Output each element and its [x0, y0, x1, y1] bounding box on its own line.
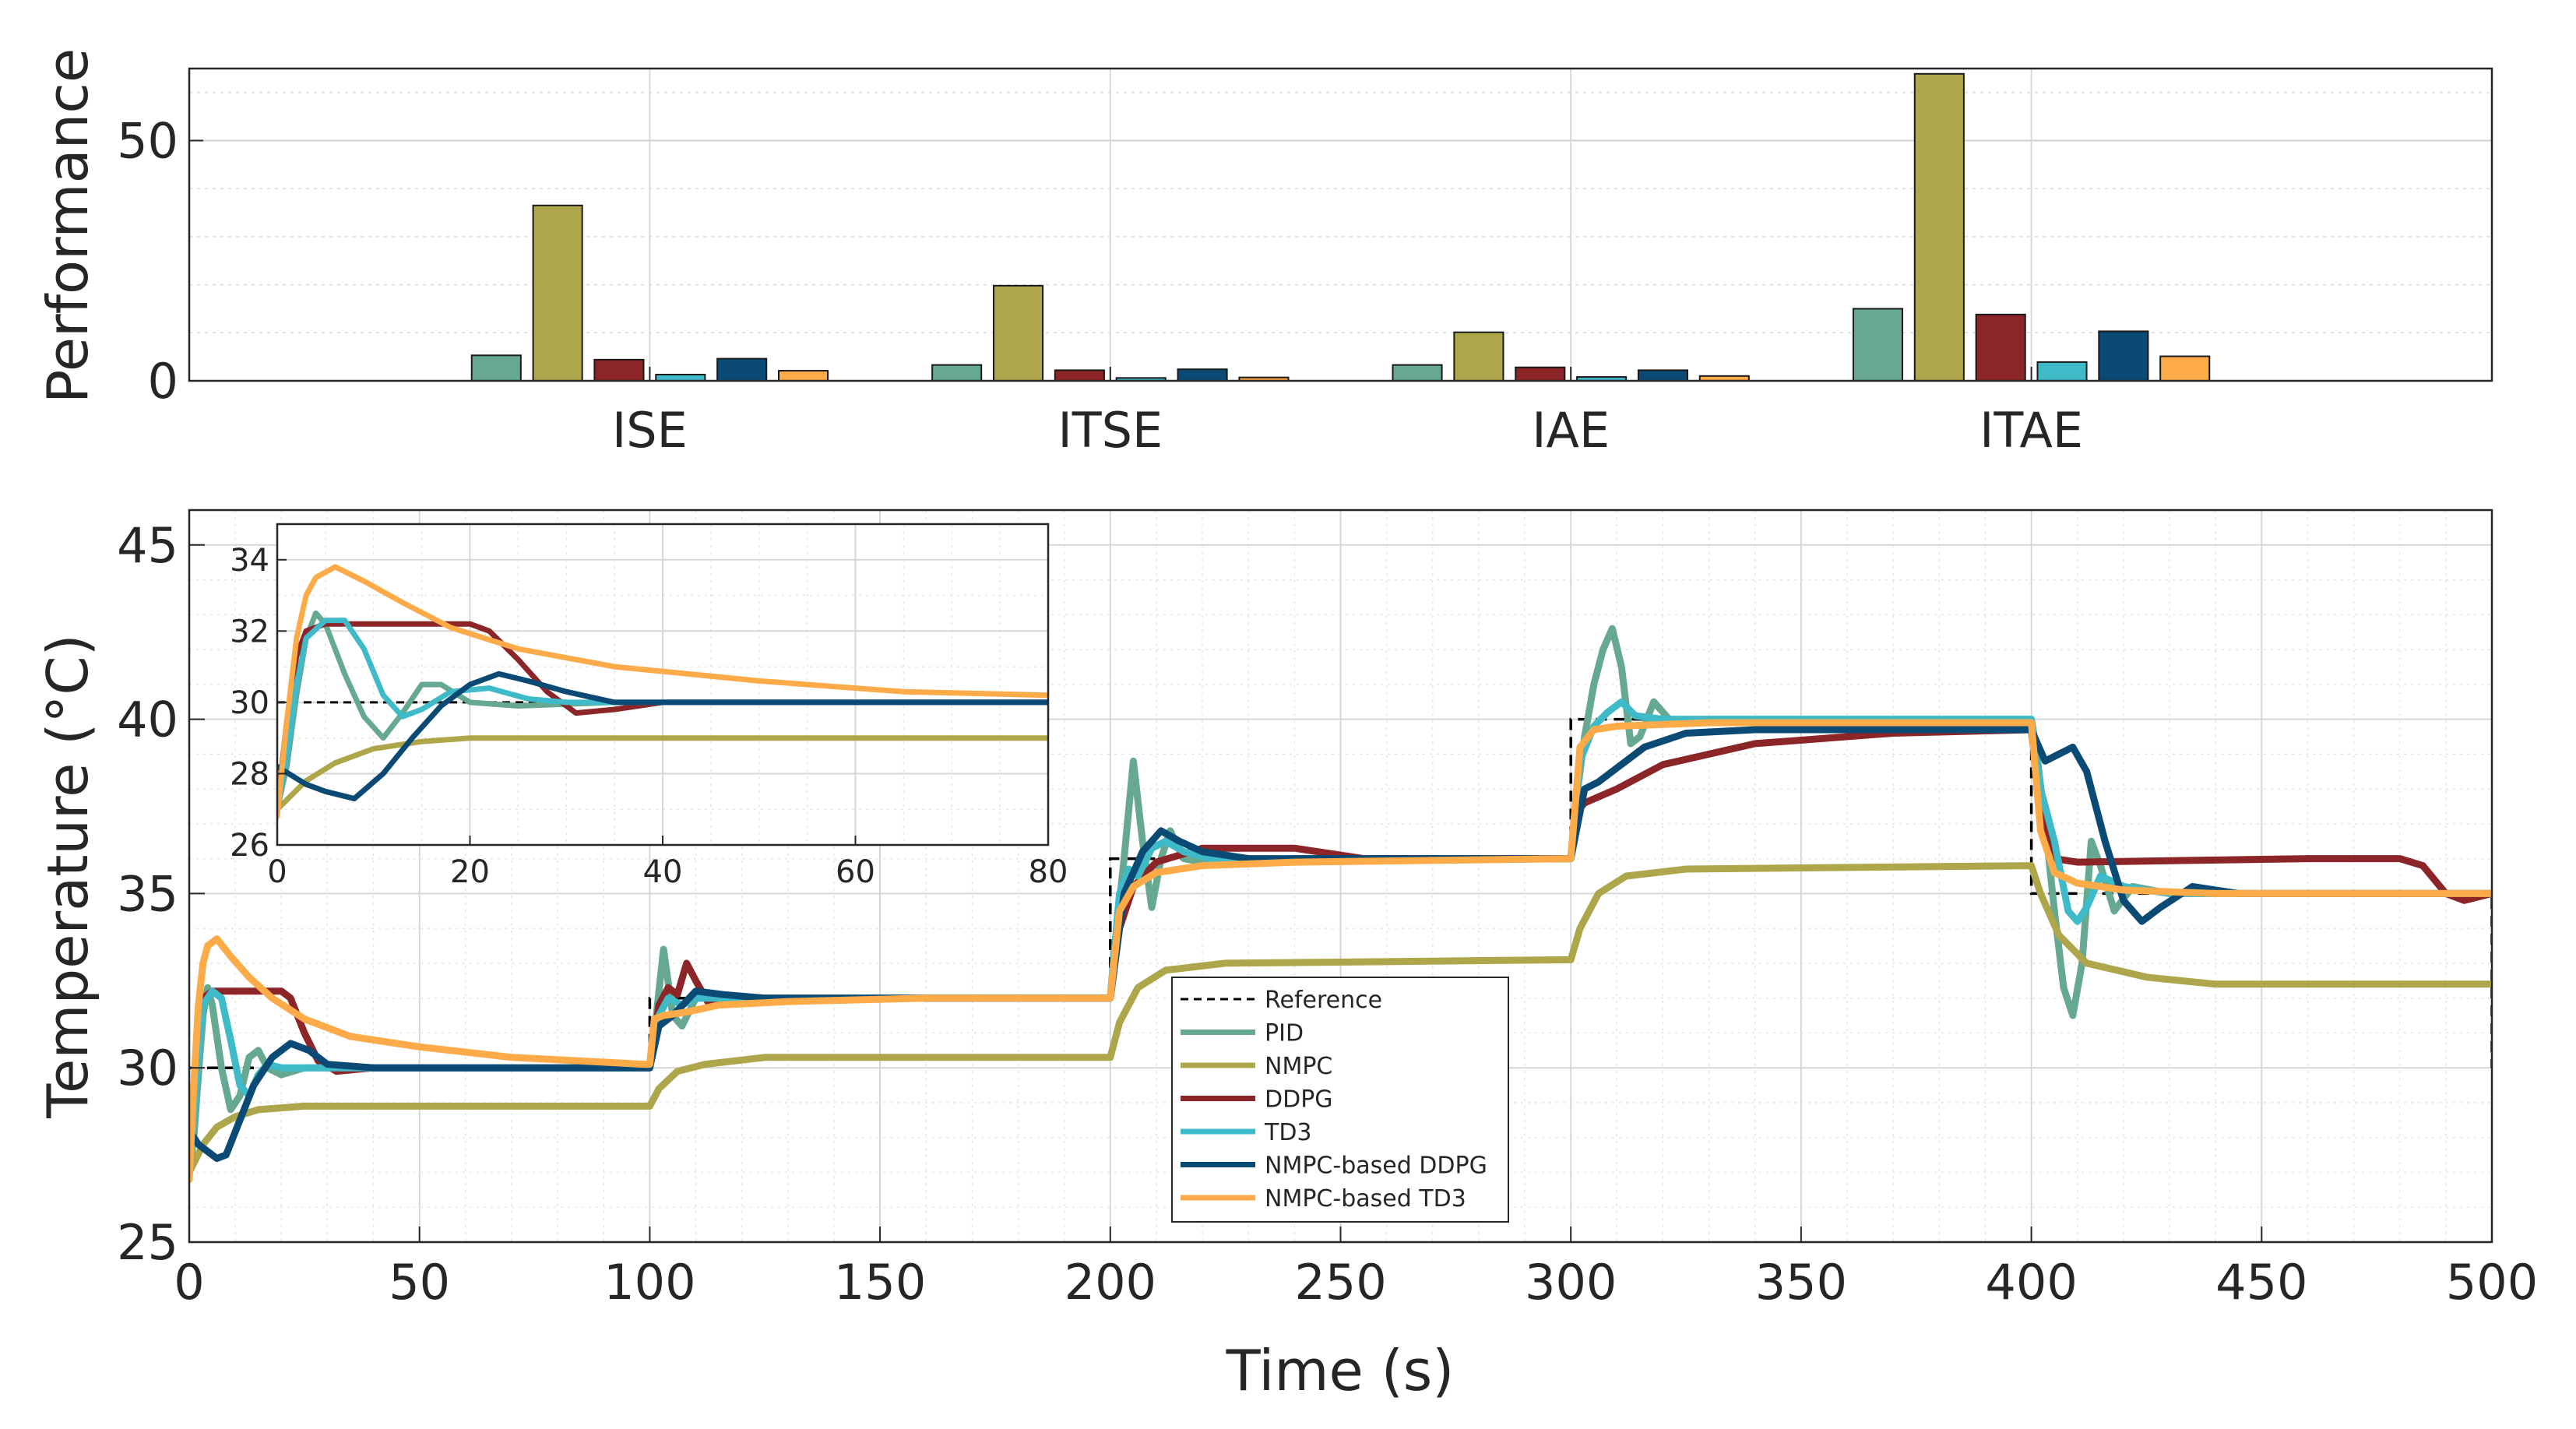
- bar-pid-itse: [931, 364, 983, 382]
- main-x-tick-label: 200: [1065, 1254, 1156, 1311]
- bar-nmpc-based-ddpg-iae: [1637, 369, 1689, 382]
- inset-x-ticks: 0 20 40 60 80: [267, 836, 1068, 890]
- main-series-td3: [189, 698, 2492, 1176]
- bar-nmpc-based-ddpg-itse: [1177, 368, 1228, 382]
- bar-marks: [470, 72, 2211, 382]
- bar-td3-itae: [2036, 361, 2088, 382]
- main-series-nmpc-based-ddpg: [189, 726, 2492, 1163]
- bar-nmpc-based-ddpg-itae: [2098, 330, 2149, 382]
- main-series-nmpc: [189, 862, 2492, 1176]
- inset-series-group: [277, 564, 1048, 819]
- bar-nmpc-ise: [532, 204, 583, 382]
- inset-series-nmpc: [277, 735, 1048, 812]
- bar-pid-iae: [1392, 364, 1443, 382]
- main-x-tick-label: 400: [1985, 1254, 2077, 1311]
- main-x-tick-label: 500: [2446, 1254, 2538, 1311]
- main-y-tick-label: 35: [117, 865, 178, 922]
- bar-axes-box: [188, 67, 2493, 382]
- bar-nmpc-iae: [1453, 331, 1504, 382]
- inset-x-tick-label: 0: [267, 854, 287, 890]
- inset-series-nmpc-based-td3: [277, 564, 1048, 819]
- inset-y-tick-label: 28: [230, 756, 269, 792]
- main-y-tick-label: 45: [117, 517, 178, 574]
- main-x-tick-label: 100: [604, 1254, 695, 1311]
- legend-label-nmpc-based-td3: NMPC-based TD3: [1265, 1185, 1466, 1213]
- inset-series-nmpc-based-ddpg: [277, 671, 1048, 801]
- bar-y-ticks: 0 50: [117, 113, 203, 410]
- inset-y-tick-label: 32: [230, 614, 269, 649]
- bar-pid-ise: [470, 354, 522, 382]
- line-y-axis-label: Temperature (°C): [35, 634, 100, 1118]
- bar-category-label-itse: ITSE: [1057, 402, 1163, 459]
- inset-x-tick-label: 40: [643, 854, 683, 890]
- main-series-reference: [189, 717, 2492, 1069]
- main-x-tick-label: 350: [1755, 1254, 1847, 1311]
- bar-pid-itae: [1852, 308, 1904, 382]
- main-x-tick-label: 250: [1294, 1254, 1386, 1311]
- bar-category-labels: ISE ITSE IAE ITAE: [612, 367, 2083, 459]
- inset-x-tick-label: 20: [450, 854, 490, 890]
- bar-nmpc-itae: [1913, 72, 1965, 382]
- main-x-tick-label: 300: [1525, 1254, 1617, 1311]
- bar-nmpc-based-td3-ise: [777, 370, 829, 382]
- bar-y-axis-label: Performance: [35, 48, 100, 403]
- bar-y-tick-label: 50: [117, 113, 178, 170]
- line-series-group: [189, 625, 2492, 1183]
- inset-x-tick-label: 60: [836, 854, 875, 890]
- inset-x-tick-label: 80: [1029, 854, 1068, 890]
- bar-nmpc-based-td3-itae: [2159, 355, 2211, 382]
- bar-y-tick-label: 0: [148, 353, 178, 410]
- line-x-ticks: 0 50 100 150 200 250 300 350 400 450 500: [174, 1227, 2538, 1311]
- temperature-line-chart: 0 50 100 150 200 250 300 350 400 450 500 253035404…: [35, 509, 2538, 1403]
- legend-label-td3: TD3: [1264, 1119, 1312, 1146]
- inset-y-tick-label: 30: [230, 685, 269, 721]
- legend: Reference PID NMPC DDPG TD3 NMPC-based DDPG NM…: [1171, 977, 1509, 1223]
- bar-ddpg-ise: [593, 358, 645, 382]
- main-x-tick-label: 0: [174, 1254, 204, 1311]
- main-series-ddpg: [189, 726, 2492, 1176]
- line-y-ticks: 25 30 35 40 45: [117, 517, 205, 1271]
- bar-nmpc-itse: [992, 284, 1044, 382]
- inset-y-tick-label: 34: [230, 543, 269, 579]
- inset-zoom-chart: 0 20 40 60 80 26 28 30 32 34: [230, 523, 1068, 890]
- legend-label-nmpc-based-ddpg: NMPC-based DDPG: [1265, 1153, 1487, 1180]
- main-series-nmpc-based-td3: [189, 719, 2492, 1183]
- main-x-tick-label: 50: [389, 1254, 450, 1311]
- main-y-tick-label: 40: [117, 692, 178, 748]
- main-series-pid: [189, 625, 2492, 1176]
- bar-category-label-iae: IAE: [1532, 402, 1610, 459]
- bar-category-label-ise: ISE: [612, 402, 688, 459]
- bar-nmpc-based-ddpg-ise: [716, 357, 768, 382]
- legend-label-reference: Reference: [1265, 987, 1382, 1014]
- legend-items: Reference PID NMPC DDPG TD3 NMPC-based DDPG NM…: [1181, 987, 1487, 1213]
- main-x-tick-label: 150: [834, 1254, 926, 1311]
- bar-ddpg-itse: [1054, 369, 1105, 382]
- legend-label-ddpg: DDPG: [1265, 1086, 1333, 1114]
- inset-series-td3: [277, 618, 1048, 812]
- inset-y-tick-label: 26: [230, 828, 269, 864]
- legend-label-nmpc: NMPC: [1265, 1053, 1332, 1080]
- legend-label-pid: PID: [1265, 1020, 1304, 1047]
- bar-category-label-itae: ITAE: [1980, 402, 2083, 459]
- bar-ddpg-iae: [1515, 366, 1566, 382]
- main-y-tick-label: 25: [117, 1214, 178, 1271]
- bar-ddpg-itae: [1975, 313, 2026, 382]
- inset-y-ticks: 26 28 30 32 34: [230, 543, 287, 864]
- line-x-axis-label: Time (s): [1226, 1338, 1455, 1403]
- main-y-tick-label: 30: [117, 1040, 178, 1096]
- performance-bar-chart: 0 50 ISE ITSE IAE ITAE Performance: [35, 48, 2493, 459]
- main-x-tick-label: 450: [2215, 1254, 2307, 1311]
